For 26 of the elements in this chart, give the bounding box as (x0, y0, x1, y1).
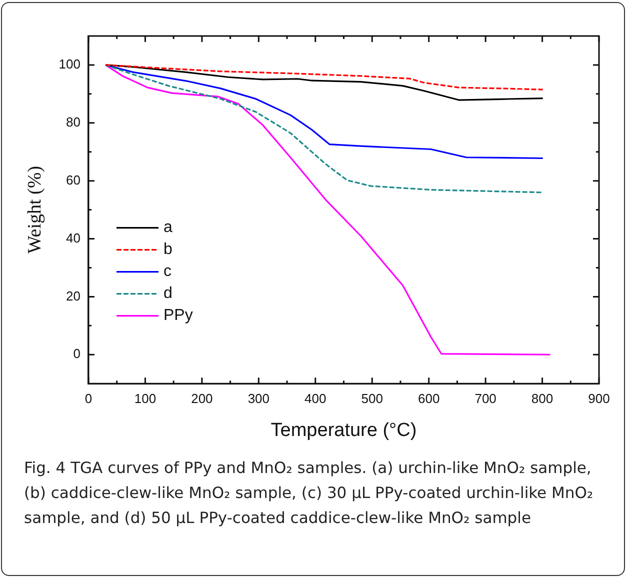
y-tick-label: 20 (66, 288, 80, 304)
y-tick-label: 0 (73, 346, 80, 362)
x-tick-label: 300 (248, 390, 270, 406)
y-tick-label: 100 (58, 56, 80, 72)
x-tick-label: 400 (304, 390, 326, 406)
legend-label: c (163, 263, 172, 280)
legend-label: d (163, 285, 172, 302)
legend-label: b (163, 241, 172, 258)
line-series (104, 64, 544, 90)
x-tick-label: 200 (191, 390, 213, 406)
y-axis-title: Weight (%) (24, 166, 46, 254)
x-tick-label: 600 (418, 390, 440, 406)
x-tick-label: 900 (588, 390, 610, 406)
x-tick-label: 100 (134, 390, 156, 406)
x-tick-label: 800 (531, 390, 554, 406)
y-tick-label: 40 (66, 230, 80, 246)
x-tick-label: 500 (361, 390, 383, 406)
x-axis-title: Temperature (°C) (270, 420, 417, 441)
x-tick-label: 700 (474, 390, 496, 406)
x-tick-label: 0 (84, 390, 92, 406)
legend-label: PPy (163, 307, 193, 324)
caption: Fig. 4 TGA curves of PPy and MnO₂ samples. (a) urchin-like MnO₂ sample, (b) caddice-clew-like MnO₂ sample, (c) 30 µL PPy-coated urchin-like MnO₂ sample, and (d) 50 µL PPy-coated caddice-clew-like MnO₂ sample (24, 458, 594, 529)
line-series (104, 64, 544, 194)
legend-label: a (163, 219, 172, 236)
y-tick-label: 60 (66, 172, 80, 188)
y-tick-label: 80 (66, 114, 80, 130)
